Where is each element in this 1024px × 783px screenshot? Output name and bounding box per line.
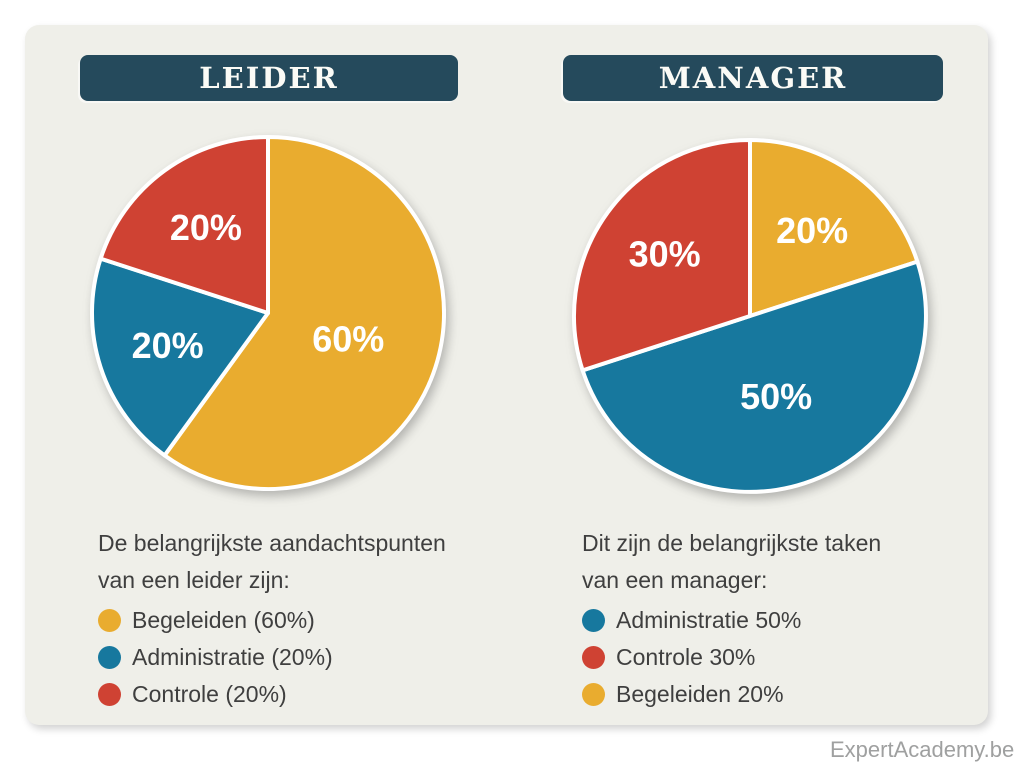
legend-color-dot	[582, 683, 605, 706]
pie-slice-percentage-label: 30%	[629, 233, 701, 274]
manager-description: Dit zijn de belangrijkste taken van een …	[582, 525, 881, 599]
legend-color-dot	[98, 646, 121, 669]
manager-title: MANAGER	[658, 61, 848, 95]
pie-slice-begeleiden	[748, 138, 920, 318]
legend-item: Begeleiden (60%)	[98, 602, 333, 639]
legend-item: Administratie (20%)	[98, 639, 333, 676]
legend-item: Controle 30%	[582, 639, 801, 676]
legend-item-label: Controle (20%)	[132, 681, 287, 707]
legend-item-label: Controle 30%	[616, 644, 756, 670]
pie-slice-administratie	[580, 259, 929, 494]
leider-header: LEIDER	[80, 55, 458, 101]
leider-title: LEIDER	[199, 61, 339, 95]
legend-item-label: Begeleiden 20%	[616, 681, 784, 707]
legend-color-dot	[98, 683, 121, 706]
pie-slice-controle	[98, 135, 270, 315]
pie-slice-percentage-label: 50%	[740, 376, 812, 417]
legend-color-dot	[98, 609, 121, 632]
manager-pie-chart: 20% 50% 30%	[572, 138, 929, 494]
legend-item-label: Administratie 50%	[616, 607, 802, 633]
infographic-card: LEIDER MANAGER 60% 20% 20% 20% 50% 30% De be…	[25, 25, 988, 725]
manager-header: MANAGER	[563, 55, 943, 101]
pie-slice-percentage-label: 20%	[170, 207, 242, 248]
manager-description-line-2: van een manager:	[582, 567, 768, 593]
pie-slice-percentage-label: 60%	[312, 319, 384, 360]
legend-color-dot	[582, 646, 605, 669]
legend-item: Begeleiden 20%	[582, 676, 801, 713]
legend-color-dot	[582, 609, 605, 632]
leider-pie-chart: 60% 20% 20%	[90, 135, 446, 491]
pie-slice-controle	[572, 138, 752, 373]
pie-slice-percentage-label: 20%	[132, 325, 204, 366]
pie-slice-percentage-label: 20%	[776, 210, 848, 251]
legend-item-label: Administratie (20%)	[132, 644, 333, 670]
legend-item: Controle (20%)	[98, 676, 333, 713]
leider-legend: Begeleiden (60%) Administratie (20%) Contr…	[98, 602, 333, 713]
legend-item-label: Begeleiden (60%)	[132, 607, 315, 633]
manager-legend: Administratie 50% Controle 30% Begeleiden …	[582, 602, 801, 713]
pie-slice-administratie	[90, 256, 270, 458]
leider-description-line-1: De belangrijkste aandachtspunten	[98, 530, 446, 556]
manager-description-line-1: Dit zijn de belangrijkste taken	[582, 530, 882, 556]
pie-slice-begeleiden	[162, 135, 446, 491]
legend-item: Administratie 50%	[582, 602, 801, 639]
leider-description: De belangrijkste aandachtspunten van een…	[98, 525, 446, 599]
leider-description-line-2: van een leider zijn:	[98, 567, 290, 593]
brand-text: ExpertAcademy.be	[830, 737, 1015, 762]
